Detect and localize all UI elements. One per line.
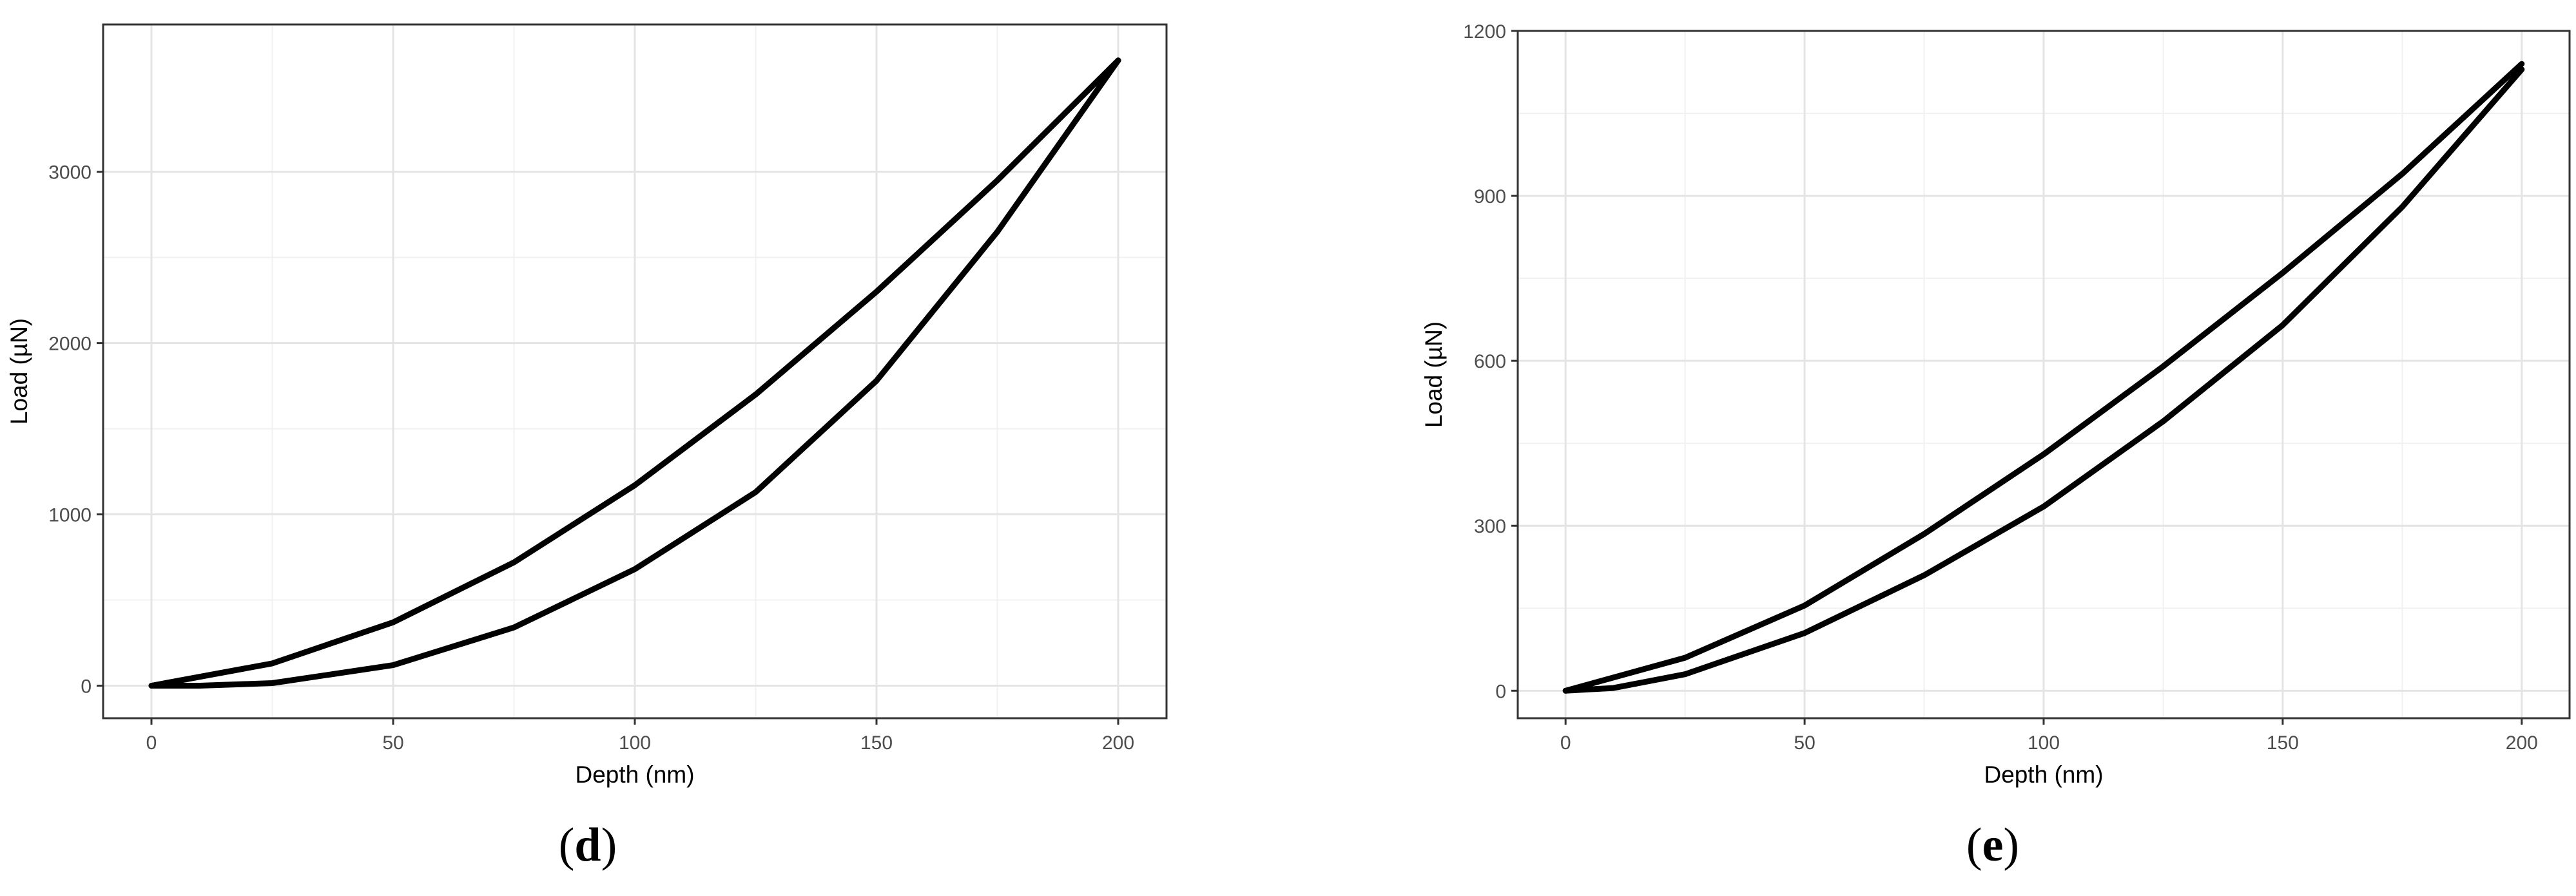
chart-e-x-axis-title: Depth (nm) <box>1984 761 2103 788</box>
chart-e-x-tick-label: 50 <box>1794 732 1815 754</box>
chart-e-x-tick-label: 150 <box>2267 732 2299 754</box>
chart-e-y-axis-title: Load (µN) <box>1420 321 1447 428</box>
chart-d-series-unloading-line <box>148 57 1121 689</box>
chart-e-x-tick-label: 0 <box>1560 732 1571 754</box>
chart-e-x-tick-label: 200 <box>2506 732 2538 754</box>
chart-d-y-axis-title: Load (µN) <box>6 318 32 424</box>
chart-d-x-tick-label: 150 <box>860 732 893 754</box>
chart-d-x-tick-label: 100 <box>619 732 651 754</box>
panel-label-e: (e) <box>1966 819 2020 872</box>
chart-d-y-tick-label: 0 <box>81 676 92 697</box>
chart-e-y-tick-label: 300 <box>1474 516 1506 537</box>
chart-d-x-tick-label: 0 <box>146 732 157 754</box>
panel-label-d: (d) <box>558 819 617 872</box>
chart-d-x-tick-label: 50 <box>382 732 403 754</box>
chart-d-x-tick-label: 200 <box>1102 732 1134 754</box>
chart-e-series-unloading-line <box>1562 66 2525 694</box>
chart-e-y-tick-label: 1200 <box>1463 21 1506 43</box>
chart-d-x-axis-title: Depth (nm) <box>575 761 694 788</box>
chart-e-y-tick-label: 900 <box>1474 186 1506 207</box>
chart-d-y-tick-label: 2000 <box>48 334 92 355</box>
chart-e-y-tick-label: 0 <box>1495 681 1506 702</box>
chart-d-y-tick-label: 1000 <box>48 505 92 526</box>
chart-e-y-tick-label: 600 <box>1474 351 1506 372</box>
chart-d-series-loading-line <box>148 57 1121 689</box>
chart-e-series-loading-line <box>1562 61 2525 694</box>
chart-e-x-tick-label: 100 <box>2028 732 2060 754</box>
chart-d-y-tick-label: 3000 <box>48 162 92 184</box>
